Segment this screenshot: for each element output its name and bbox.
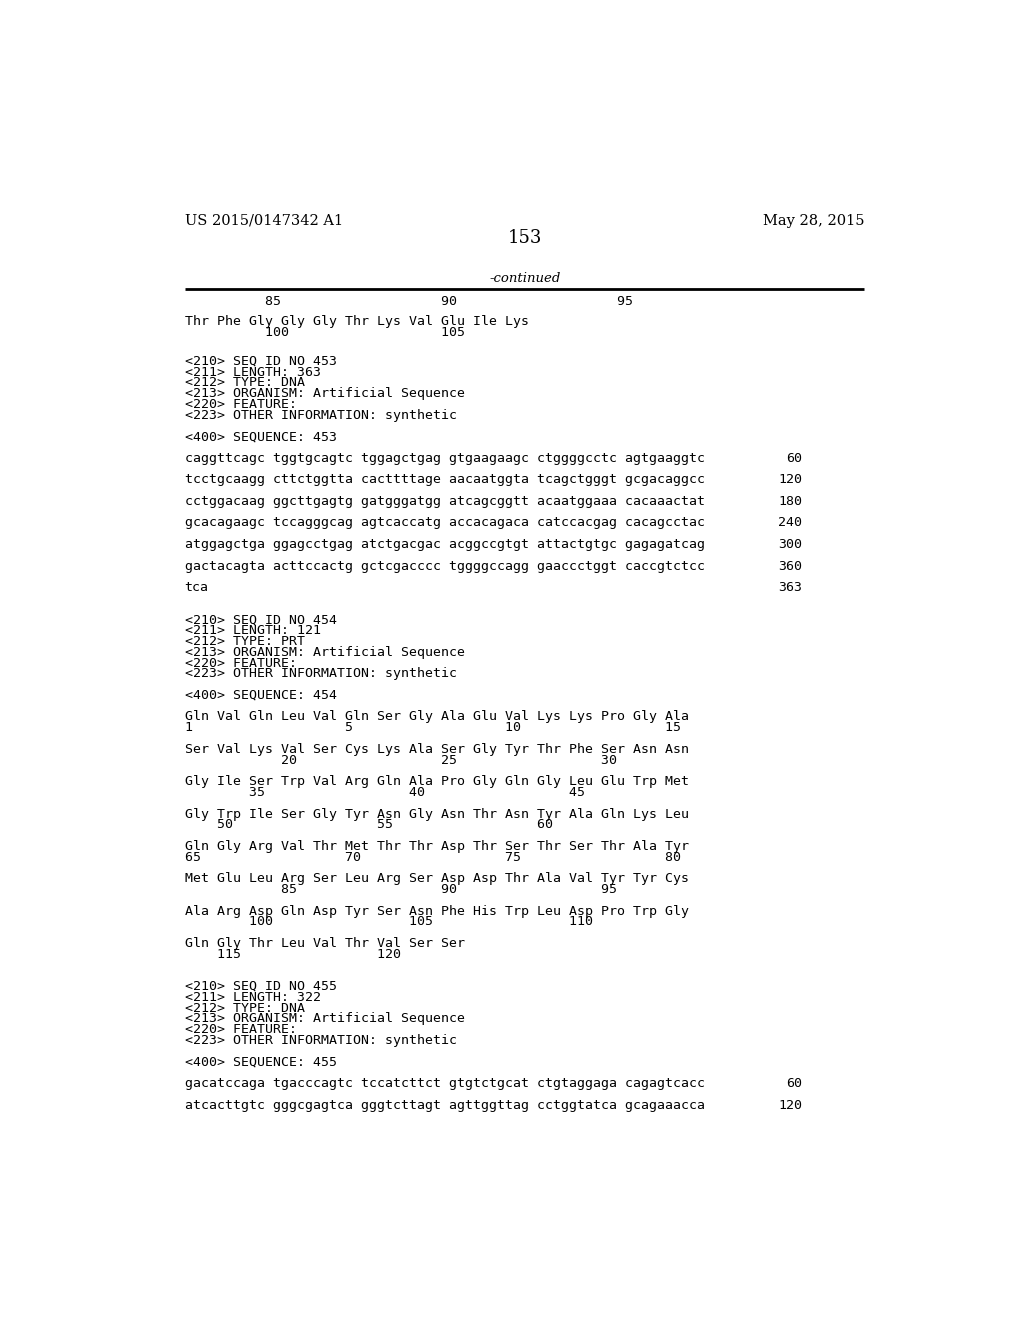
Text: Ser Val Lys Val Ser Cys Lys Ala Ser Gly Tyr Thr Phe Ser Asn Asn: Ser Val Lys Val Ser Cys Lys Ala Ser Gly … [184, 743, 688, 756]
Text: <212> TYPE: DNA: <212> TYPE: DNA [184, 376, 304, 389]
Text: 363: 363 [778, 581, 802, 594]
Text: <212> TYPE: DNA: <212> TYPE: DNA [184, 1002, 304, 1015]
Text: <211> LENGTH: 363: <211> LENGTH: 363 [184, 366, 321, 379]
Text: <211> LENGTH: 322: <211> LENGTH: 322 [184, 991, 321, 1003]
Text: <210> SEQ ID NO 455: <210> SEQ ID NO 455 [184, 979, 337, 993]
Text: cctggacaag ggcttgagtg gatgggatgg atcagcggtt acaatggaaa cacaaactat: cctggacaag ggcttgagtg gatgggatgg atcagcg… [184, 495, 705, 508]
Text: tcctgcaagg cttctggtta cacttttage aacaatggta tcagctgggt gcgacaggcc: tcctgcaagg cttctggtta cacttttage aacaatg… [184, 474, 705, 486]
Text: <400> SEQUENCE: 455: <400> SEQUENCE: 455 [184, 1056, 337, 1068]
Text: atggagctga ggagcctgag atctgacgac acggccgtgt attactgtgc gagagatcag: atggagctga ggagcctgag atctgacgac acggccg… [184, 539, 705, 550]
Text: Met Glu Leu Arg Ser Leu Arg Ser Asp Asp Thr Ala Val Tyr Tyr Cys: Met Glu Leu Arg Ser Leu Arg Ser Asp Asp … [184, 873, 688, 886]
Text: 60: 60 [786, 451, 802, 465]
Text: Gln Gly Thr Leu Val Thr Val Ser Ser: Gln Gly Thr Leu Val Thr Val Ser Ser [184, 937, 465, 950]
Text: 20                  25                  30: 20 25 30 [184, 754, 616, 767]
Text: 360: 360 [778, 560, 802, 573]
Text: <223> OTHER INFORMATION: synthetic: <223> OTHER INFORMATION: synthetic [184, 668, 457, 680]
Text: <220> FEATURE:: <220> FEATURE: [184, 397, 297, 411]
Text: 240: 240 [778, 516, 802, 529]
Text: <212> TYPE: PRT: <212> TYPE: PRT [184, 635, 304, 648]
Text: 120: 120 [778, 1098, 802, 1111]
Text: 60: 60 [786, 1077, 802, 1090]
Text: 100                 105                 110: 100 105 110 [184, 915, 593, 928]
Text: 65                  70                  75                  80: 65 70 75 80 [184, 850, 681, 863]
Text: <211> LENGTH: 121: <211> LENGTH: 121 [184, 624, 321, 638]
Text: 85                  90                  95: 85 90 95 [184, 883, 616, 896]
Text: caggttcagc tggtgcagtc tggagctgag gtgaagaagc ctggggcctc agtgaaggtc: caggttcagc tggtgcagtc tggagctgag gtgaaga… [184, 451, 705, 465]
Text: Gly Trp Ile Ser Gly Tyr Asn Gly Asn Thr Asn Tyr Ala Gln Lys Leu: Gly Trp Ile Ser Gly Tyr Asn Gly Asn Thr … [184, 808, 688, 821]
Text: 100                   105: 100 105 [184, 326, 465, 339]
Text: <210> SEQ ID NO 454: <210> SEQ ID NO 454 [184, 614, 337, 627]
Text: gacatccaga tgacccagtc tccatcttct gtgtctgcat ctgtaggaga cagagtcacc: gacatccaga tgacccagtc tccatcttct gtgtctg… [184, 1077, 705, 1090]
Text: 120: 120 [778, 474, 802, 486]
Text: <213> ORGANISM: Artificial Sequence: <213> ORGANISM: Artificial Sequence [184, 387, 465, 400]
Text: gcacagaagc tccagggcag agtcaccatg accacagaca catccacgag cacagcctac: gcacagaagc tccagggcag agtcaccatg accacag… [184, 516, 705, 529]
Text: 85                    90                    95: 85 90 95 [184, 296, 633, 309]
Text: -continued: -continued [489, 272, 560, 285]
Text: Ala Arg Asp Gln Asp Tyr Ser Asn Phe His Trp Leu Asp Pro Trp Gly: Ala Arg Asp Gln Asp Tyr Ser Asn Phe His … [184, 904, 688, 917]
Text: Gln Gly Arg Val Thr Met Thr Thr Asp Thr Ser Thr Ser Thr Ala Tyr: Gln Gly Arg Val Thr Met Thr Thr Asp Thr … [184, 840, 688, 853]
Text: Gly Ile Ser Trp Val Arg Gln Ala Pro Gly Gln Gly Leu Glu Trp Met: Gly Ile Ser Trp Val Arg Gln Ala Pro Gly … [184, 775, 688, 788]
Text: <223> OTHER INFORMATION: synthetic: <223> OTHER INFORMATION: synthetic [184, 409, 457, 421]
Text: <213> ORGANISM: Artificial Sequence: <213> ORGANISM: Artificial Sequence [184, 645, 465, 659]
Text: <213> ORGANISM: Artificial Sequence: <213> ORGANISM: Artificial Sequence [184, 1012, 465, 1026]
Text: 115                 120: 115 120 [184, 948, 400, 961]
Text: 300: 300 [778, 539, 802, 550]
Text: <223> OTHER INFORMATION: synthetic: <223> OTHER INFORMATION: synthetic [184, 1034, 457, 1047]
Text: gactacagta acttccactg gctcgacccc tggggccagg gaaccctggt caccgtctcc: gactacagta acttccactg gctcgacccc tggggcc… [184, 560, 705, 573]
Text: 1                   5                   10                  15: 1 5 10 15 [184, 721, 681, 734]
Text: 180: 180 [778, 495, 802, 508]
Text: 153: 153 [508, 230, 542, 247]
Text: <400> SEQUENCE: 454: <400> SEQUENCE: 454 [184, 689, 337, 702]
Text: atcacttgtc gggcgagtca gggtcttagt agttggttag cctggtatca gcagaaacca: atcacttgtc gggcgagtca gggtcttagt agttggt… [184, 1098, 705, 1111]
Text: May 28, 2015: May 28, 2015 [763, 214, 864, 228]
Text: 50                  55                  60: 50 55 60 [184, 818, 553, 832]
Text: Gln Val Gln Leu Val Gln Ser Gly Ala Glu Val Lys Lys Pro Gly Ala: Gln Val Gln Leu Val Gln Ser Gly Ala Glu … [184, 710, 688, 723]
Text: <220> FEATURE:: <220> FEATURE: [184, 656, 297, 669]
Text: tca: tca [184, 581, 209, 594]
Text: <210> SEQ ID NO 453: <210> SEQ ID NO 453 [184, 355, 337, 368]
Text: 35                  40                  45: 35 40 45 [184, 785, 585, 799]
Text: <220> FEATURE:: <220> FEATURE: [184, 1023, 297, 1036]
Text: Thr Phe Gly Gly Gly Thr Lys Val Glu Ile Lys: Thr Phe Gly Gly Gly Thr Lys Val Glu Ile … [184, 315, 528, 329]
Text: <400> SEQUENCE: 453: <400> SEQUENCE: 453 [184, 430, 337, 444]
Text: US 2015/0147342 A1: US 2015/0147342 A1 [184, 214, 343, 228]
